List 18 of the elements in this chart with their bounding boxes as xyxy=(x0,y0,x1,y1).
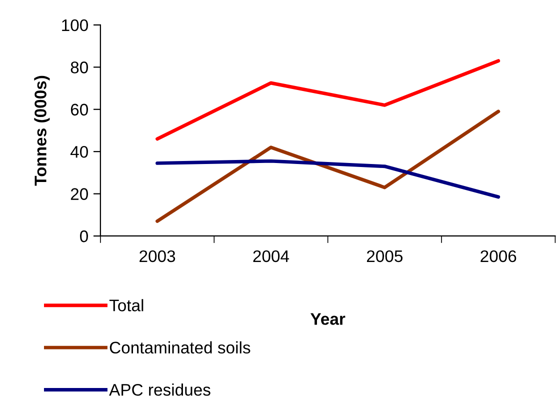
line-series xyxy=(156,110,500,223)
y-tick-label: 0 xyxy=(80,230,88,242)
y-axis-title: Tonnes (000s) xyxy=(34,76,50,186)
y-tick-label: 100 xyxy=(62,19,88,32)
y-tick-label: 40 xyxy=(70,146,88,158)
y-tick-label: 20 xyxy=(70,188,88,200)
y-tick-label: 60 xyxy=(70,104,88,116)
legend-label: Contaminated soils xyxy=(110,341,250,354)
x-tick-label: 2003 xyxy=(140,250,176,262)
x-axis-title: Year xyxy=(310,313,346,325)
legend-label: Total xyxy=(109,299,144,312)
x-tick-label: 2004 xyxy=(253,250,290,262)
x-tick-label: 2005 xyxy=(366,250,403,262)
y-tick-label: 80 xyxy=(70,62,88,74)
line-series xyxy=(156,59,500,141)
line-series xyxy=(156,159,500,199)
x-tick-label: 2006 xyxy=(480,250,516,262)
legend-label: APC residues xyxy=(109,384,210,396)
